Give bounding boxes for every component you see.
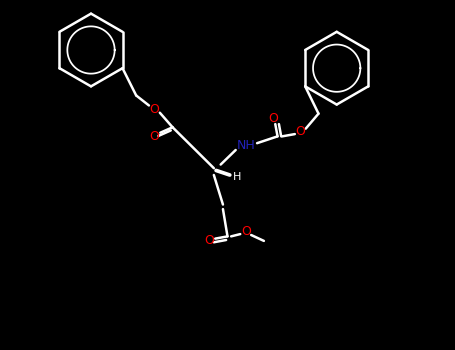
Text: O: O [149,103,159,116]
Text: O: O [204,234,214,247]
Text: O: O [295,125,305,138]
Text: NH: NH [236,139,255,152]
Text: O: O [149,130,159,143]
Text: O: O [268,112,278,125]
Text: O: O [241,225,251,238]
Text: H: H [233,172,241,182]
